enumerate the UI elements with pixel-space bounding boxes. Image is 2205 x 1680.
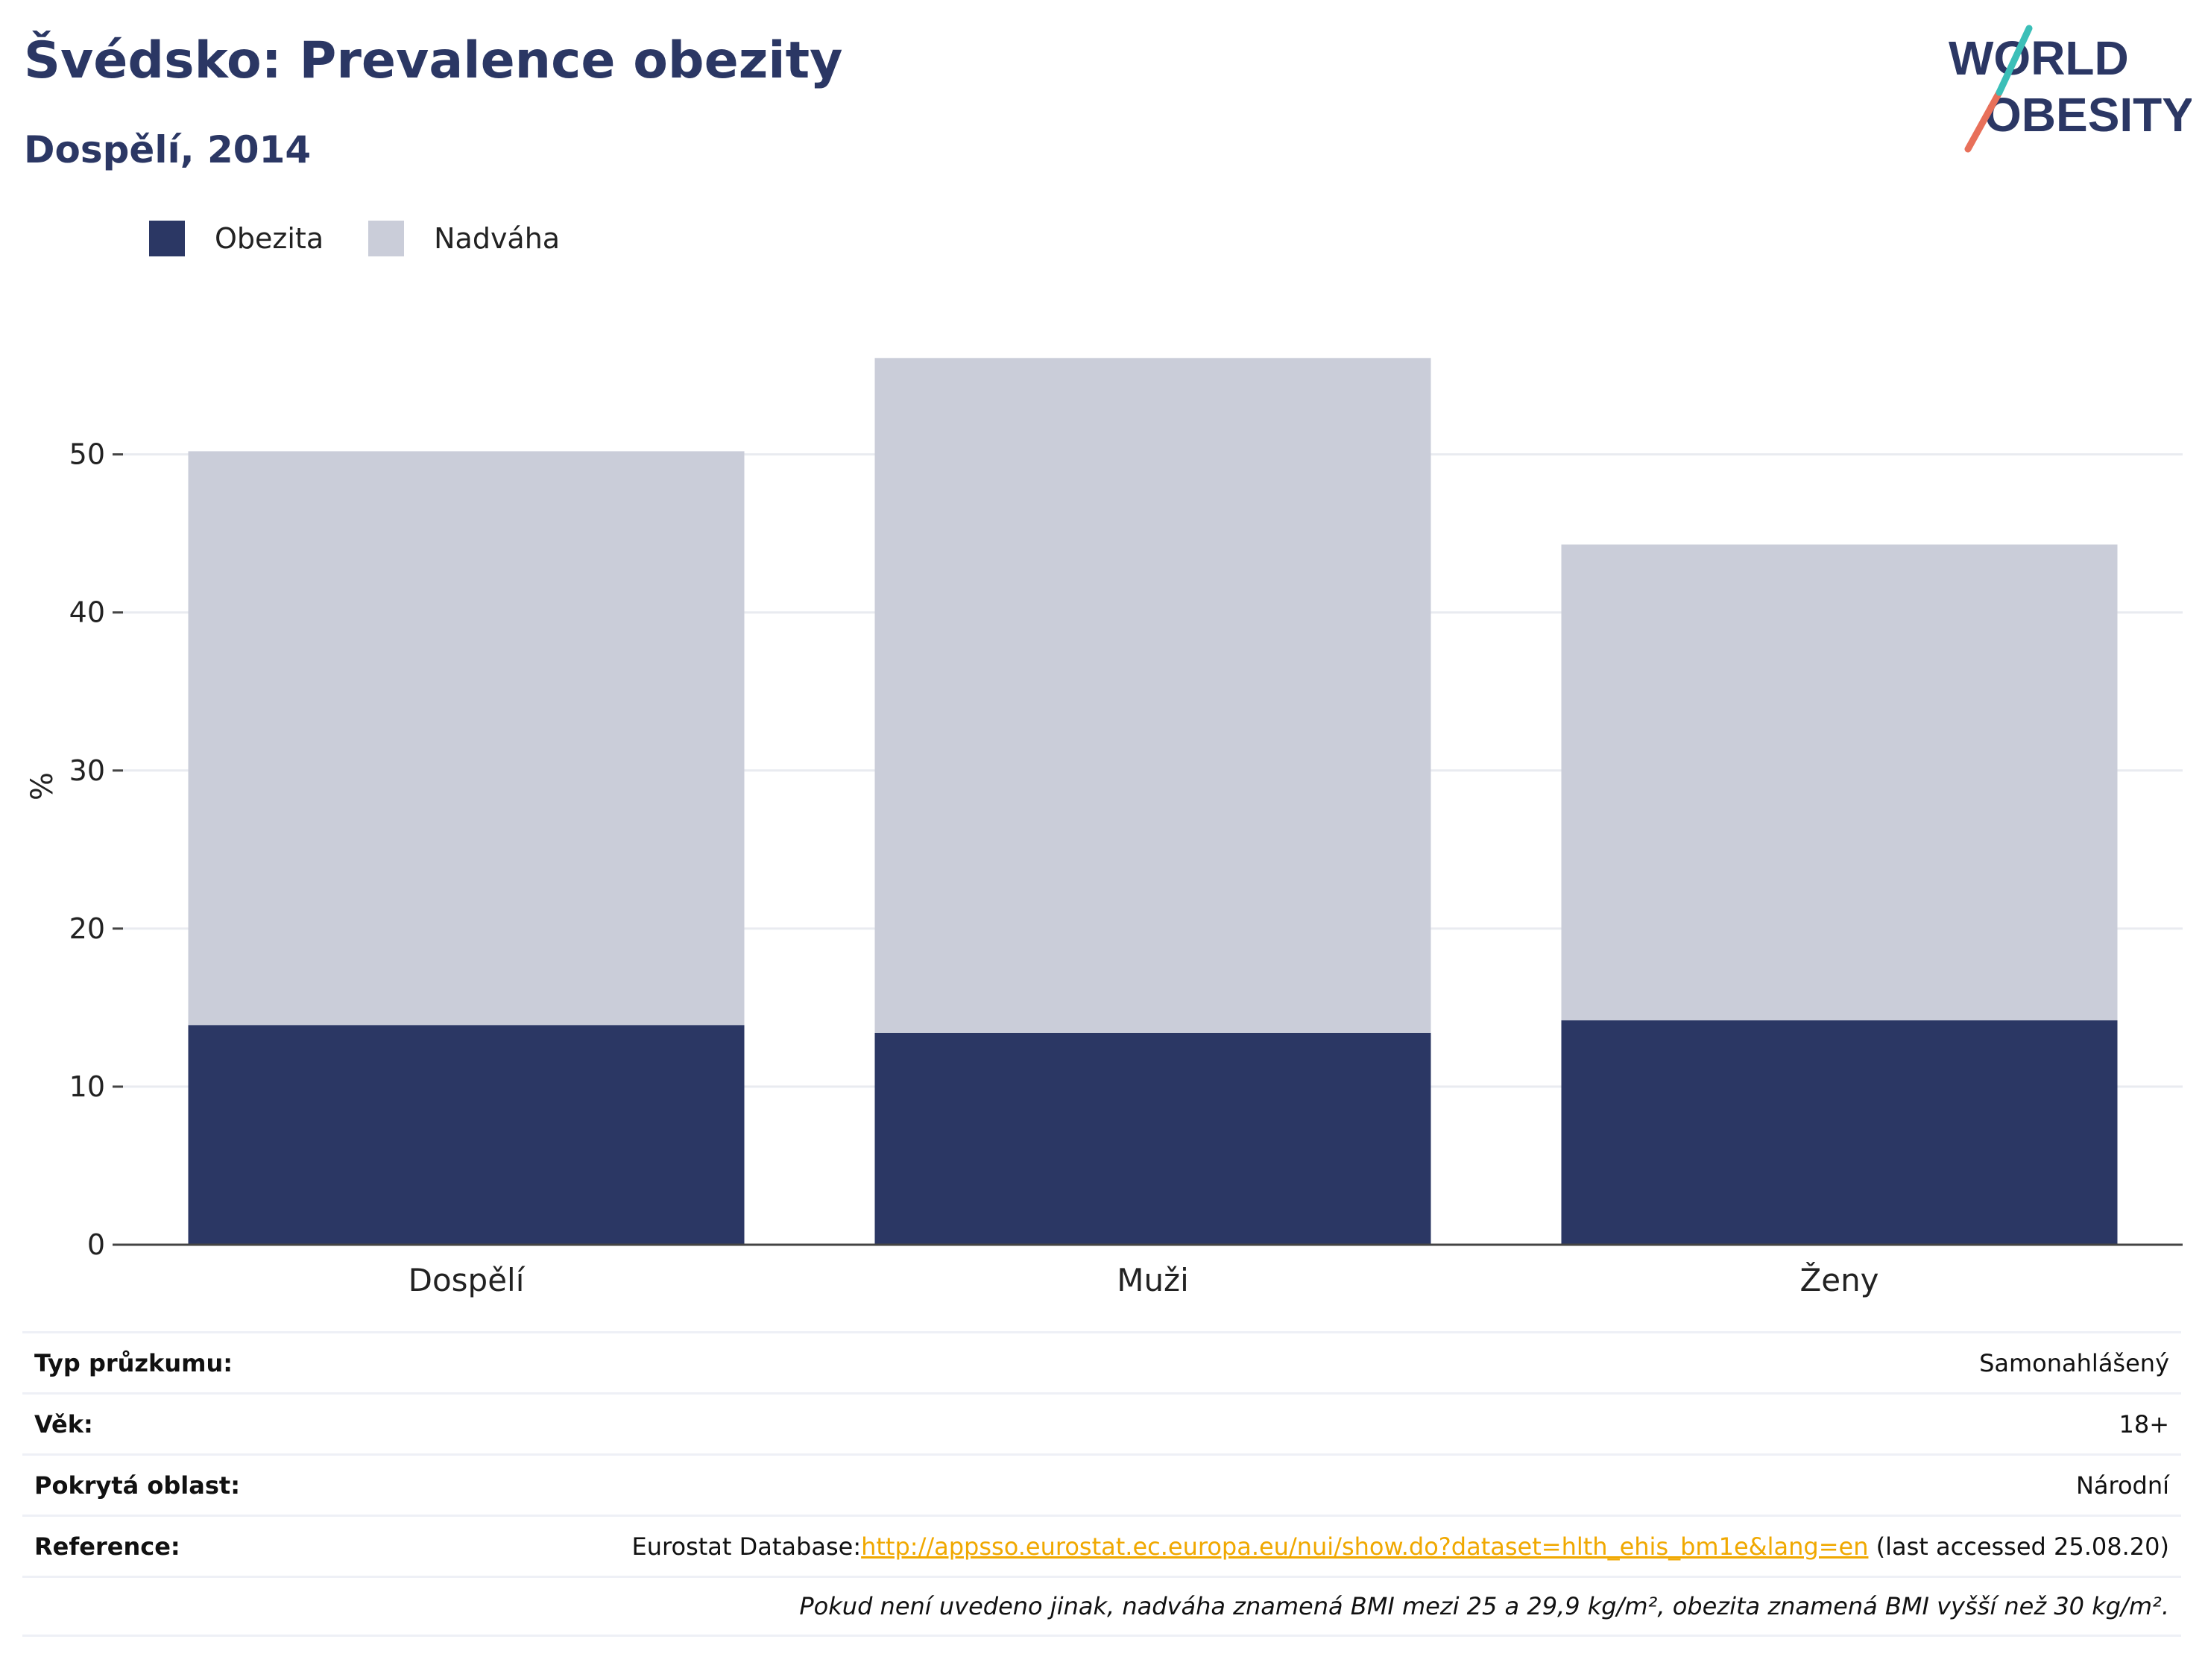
- y-tick-label: 40: [69, 596, 105, 629]
- x-tick-label: Ženy: [1799, 1261, 1878, 1298]
- stacked-bar-chart: 0 10 20 30 40 50 Dospělí Muži Ženy %: [25, 358, 2183, 1298]
- legend-swatch-overweight: [368, 221, 405, 256]
- survey-type-value: Samonahlášený: [1979, 1348, 2169, 1377]
- y-tick-label: 0: [87, 1228, 105, 1261]
- bar-obesity[interactable]: [874, 1032, 1431, 1245]
- reference-suffix: (last accessed 25.08.20): [1868, 1532, 2169, 1561]
- reference-label: Reference:: [34, 1532, 180, 1561]
- y-axis-label: %: [25, 772, 60, 800]
- info-row-area: Pokrytá oblast: Národní: [22, 1453, 2181, 1515]
- info-row-reference: Reference: Eurostat Database:http://apps…: [22, 1515, 2181, 1576]
- chart-legend: Obezita Nadváha: [149, 221, 605, 256]
- reference-value: Eurostat Database:http://appsso.eurostat…: [632, 1532, 2169, 1561]
- area-label: Pokrytá oblast:: [34, 1471, 240, 1500]
- info-row-note: Pokud není uvedeno jinak, nadváha znamen…: [22, 1576, 2181, 1637]
- legend-swatch-obesity: [149, 221, 185, 256]
- y-tick-label: 20: [69, 912, 105, 945]
- bar-obesity[interactable]: [1561, 1020, 2118, 1245]
- y-tick-label: 50: [69, 438, 105, 471]
- age-value: 18+: [2119, 1409, 2169, 1439]
- legend-item-overweight[interactable]: Nadváha: [368, 221, 560, 256]
- bar-overweight[interactable]: [1561, 544, 2118, 1020]
- age-label: Věk:: [34, 1409, 93, 1439]
- legend-label-overweight: Nadváha: [434, 222, 561, 255]
- legend-item-obesity[interactable]: Obezita: [149, 221, 324, 256]
- x-tick-label: Muži: [1117, 1262, 1189, 1298]
- survey-type-label: Typ průzkumu:: [34, 1348, 233, 1377]
- page-title: Švédsko: Prevalence obezity: [24, 31, 843, 90]
- x-tick-label: Dospělí: [408, 1262, 526, 1298]
- reference-prefix: Eurostat Database:: [631, 1532, 862, 1561]
- bars: [188, 358, 2118, 1245]
- y-tick-label: 10: [69, 1070, 105, 1103]
- logo-line2: OBESITY: [1984, 88, 2192, 142]
- logo-line1: WORLD: [1949, 31, 2129, 85]
- definition-note: Pokud není uvedeno jinak, nadváha znamen…: [799, 1592, 2169, 1620]
- world-obesity-logo: WORLD OBESITY: [1949, 25, 2192, 153]
- bar-overweight[interactable]: [874, 358, 1431, 1033]
- reference-link[interactable]: http://appsso.eurostat.ec.europa.eu/nui/…: [861, 1532, 1869, 1561]
- logo-slash-coral: [1964, 89, 2003, 153]
- x-axis-ticks: Dospělí Muži Ženy: [408, 1261, 1879, 1298]
- info-row-survey-type: Typ průzkumu: Samonahlášený: [22, 1331, 2181, 1392]
- y-tick-label: 30: [69, 754, 105, 787]
- bar-overweight[interactable]: [188, 451, 745, 1026]
- area-value: Národní: [2075, 1471, 2169, 1500]
- y-axis-ticks: 0 10 20 30 40 50: [69, 438, 123, 1261]
- info-table: Typ průzkumu: Samonahlášený Věk: 18+ Pok…: [22, 1331, 2181, 1637]
- bar-obesity[interactable]: [188, 1025, 745, 1245]
- page-subtitle: Dospělí, 2014: [24, 128, 312, 171]
- info-row-age: Věk: 18+: [22, 1392, 2181, 1453]
- logo-slash-teal: [1996, 25, 2033, 96]
- legend-label-obesity: Obezita: [215, 222, 324, 255]
